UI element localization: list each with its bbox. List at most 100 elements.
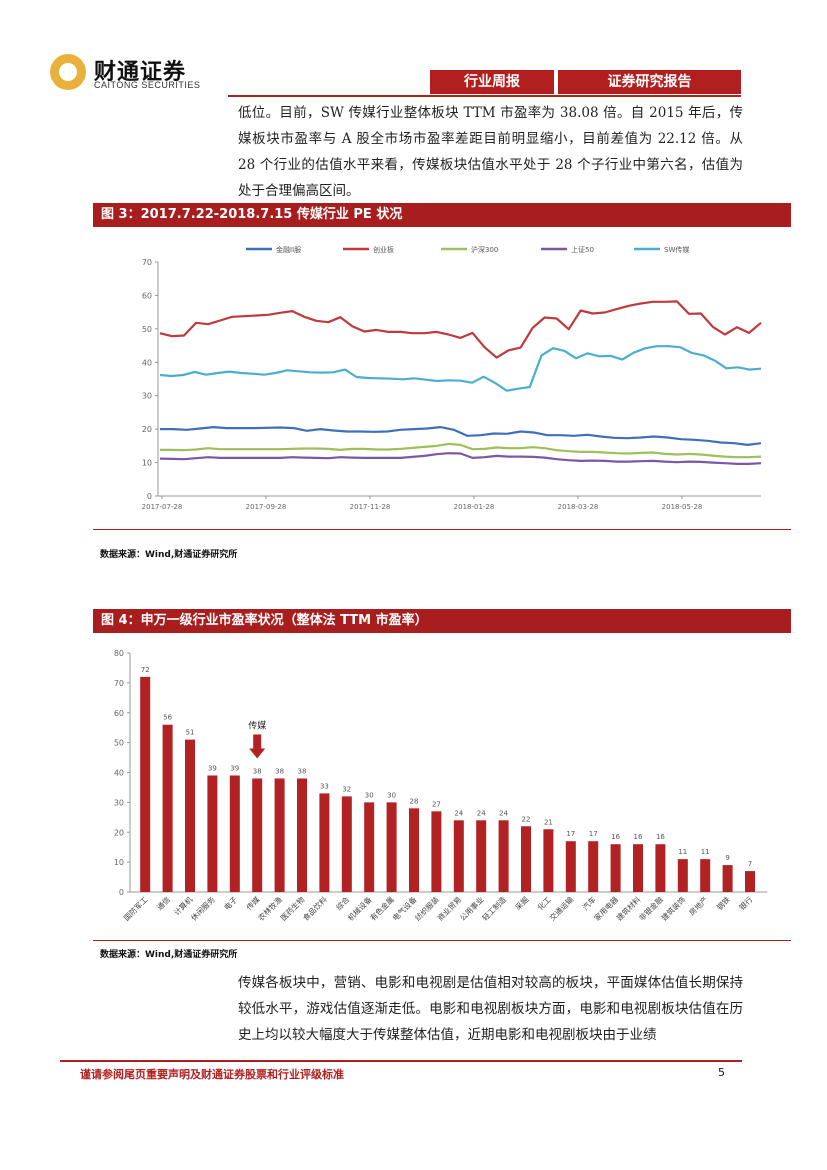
y-tick-label: 30 xyxy=(114,798,124,807)
bar-value-label: 21 xyxy=(544,818,553,826)
research-report-tab: 证券研究报告 xyxy=(558,70,741,94)
category-label: 房地产 xyxy=(687,894,710,917)
bar xyxy=(588,841,599,892)
bar xyxy=(543,829,554,892)
series-line xyxy=(160,426,762,446)
figure-3-title: 图 3：2017.7.22-2018.7.15 传媒行业 PE 状况 xyxy=(93,203,791,227)
footer-disclaimer: 谨请参阅尾页重要声明及财通证券股票和行业评级标准 xyxy=(80,1068,344,1081)
body-paragraph-bottom: 传媒各板块中，营销、电影和电视剧是估值相对较高的板块，平面媒体估值长期保持较低水… xyxy=(238,970,743,1048)
y-tick-label: 70 xyxy=(142,258,152,267)
bar-value-label: 27 xyxy=(432,800,441,808)
series-line xyxy=(159,300,762,359)
bar xyxy=(453,820,464,892)
category-label: 国防军工 xyxy=(121,894,150,923)
bar xyxy=(274,778,285,892)
pe-line-chart: 0 10 20 30 40 50 60 70 2017-07-28 2017-09-28 2017-… xyxy=(142,245,762,511)
x-tick-label: 2018-03-28 xyxy=(558,503,599,511)
series-line xyxy=(159,452,762,465)
category-label: 传媒 xyxy=(244,894,262,912)
category-label: 银行 xyxy=(737,894,755,912)
x-tick-label: 2017-09-28 xyxy=(246,503,287,511)
legend-label: SW传媒 xyxy=(664,245,689,254)
bar xyxy=(700,859,711,892)
series-line xyxy=(159,345,762,392)
y-tick-label: 60 xyxy=(114,709,124,718)
header-divider xyxy=(228,95,741,97)
figure-3-rule xyxy=(93,529,791,530)
figure-4-source: 数据来源：Wind,财通证券研究所 xyxy=(100,950,238,960)
y-tick-label: 40 xyxy=(114,769,124,778)
body-paragraph-top: 低位。目前，SW 传媒行业整体板块 TTM 市盈率为 38.08 倍。自 201… xyxy=(238,100,743,204)
bar xyxy=(677,859,688,892)
y-tick-label: 60 xyxy=(142,291,152,300)
bar xyxy=(655,844,666,892)
paragraph-text: 传媒各板块中，营销、电影和电视剧是估值相对较高的板块，平面媒体估值长期保持较低水… xyxy=(238,975,743,1043)
category-label: 轻工制造 xyxy=(480,894,509,923)
bar-value-label: 56 xyxy=(163,714,172,722)
bar xyxy=(185,739,195,892)
category-label: 采掘 xyxy=(513,894,531,912)
bar-value-label: 38 xyxy=(275,767,284,775)
y-tick-label: 80 xyxy=(114,649,124,658)
x-tick-label: 2017-11-28 xyxy=(350,503,391,511)
bar-value-label: 24 xyxy=(499,809,508,817)
series-line xyxy=(160,442,762,459)
bar-value-label: 39 xyxy=(230,764,239,772)
figure-4-title: 图 4：申万一级行业市盈率状况（整体法 TTM 市盈率） xyxy=(93,609,791,633)
bar xyxy=(140,676,151,892)
bar xyxy=(431,811,442,892)
bar xyxy=(229,775,240,892)
bar-value-label: 11 xyxy=(678,848,687,856)
figure-3-source: 数据来源：Wind,财通证券研究所 xyxy=(100,550,238,560)
category-label: 交通运输 xyxy=(547,894,576,923)
y-tick-label: 20 xyxy=(142,425,152,434)
bar-value-label: 24 xyxy=(477,809,486,817)
bar-value-label: 7 xyxy=(748,860,752,868)
bar-value-label: 24 xyxy=(454,809,463,817)
bar-value-label: 33 xyxy=(320,782,329,790)
page-number: 5 xyxy=(718,1066,725,1079)
bar-value-label: 38 xyxy=(253,767,262,775)
category-label: 休闲服务 xyxy=(189,894,218,923)
bar-value-label: 30 xyxy=(387,791,396,799)
x-tick-label: 2017-07-28 xyxy=(142,503,183,511)
logo-ring xyxy=(59,63,77,81)
bar-value-label: 28 xyxy=(410,797,419,805)
paragraph-text: 低位。目前，SW 传媒行业整体板块 TTM 市盈率为 38.08 倍。自 201… xyxy=(238,105,743,199)
logo-chinese-name: 财通证券 xyxy=(94,60,187,85)
bar xyxy=(722,865,733,892)
bar-value-label: 16 xyxy=(611,833,620,841)
bar xyxy=(297,778,307,892)
bar xyxy=(341,796,352,892)
bar-value-label: 17 xyxy=(589,830,598,838)
bar-value-label: 51 xyxy=(186,729,195,737)
bar-value-label: 11 xyxy=(701,848,710,856)
x-tick-label: 2018-01-28 xyxy=(454,503,495,511)
y-tick-label: 50 xyxy=(114,739,124,748)
bar-value-label: 39 xyxy=(208,764,217,772)
bar-value-label: 72 xyxy=(141,666,150,674)
weekly-report-tab: 行业周报 xyxy=(430,70,554,94)
company-logo xyxy=(50,54,86,90)
bar-value-label: 17 xyxy=(566,830,575,838)
bar xyxy=(745,871,755,892)
annotation-arrow-shaft xyxy=(253,734,262,749)
bar-value-label: 30 xyxy=(365,791,374,799)
industry-pe-bar-chart: 0102030405060708072国防军工56通信51计算机39休闲服务39… xyxy=(114,649,768,923)
category-label: 化工 xyxy=(535,894,553,912)
bar-value-label: 16 xyxy=(656,833,665,841)
bar xyxy=(633,844,643,892)
y-tick-label: 20 xyxy=(114,828,124,837)
annotation-label: 传媒 xyxy=(248,719,266,731)
logo-english-name: CAITONG SECURITIES xyxy=(94,80,201,90)
category-label: 汽车 xyxy=(580,894,598,912)
y-tick-label: 30 xyxy=(142,392,152,401)
legend-label: 上证50 xyxy=(571,245,594,254)
legend-label: 金融II服 xyxy=(276,245,301,254)
bar xyxy=(319,793,330,892)
bar xyxy=(252,778,263,892)
bar-value-label: 16 xyxy=(634,833,643,841)
y-tick-label: 10 xyxy=(142,459,152,468)
category-label: 通信 xyxy=(154,894,172,912)
bar-value-label: 22 xyxy=(522,815,531,823)
